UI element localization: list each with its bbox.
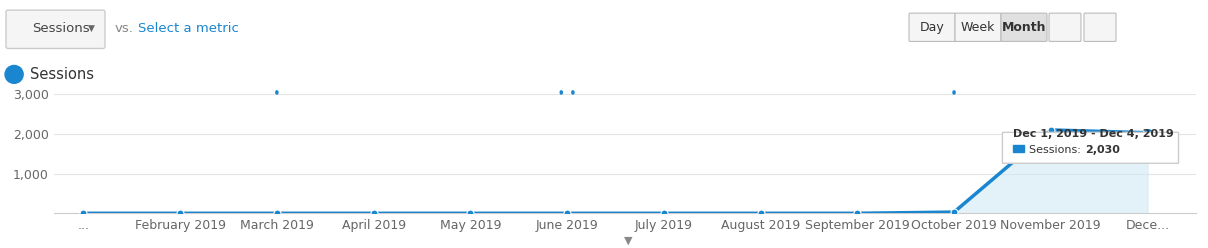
- Text: Day: Day: [919, 21, 945, 34]
- FancyBboxPatch shape: [956, 13, 1001, 41]
- Circle shape: [5, 65, 23, 83]
- Text: Sessions: Sessions: [30, 67, 94, 82]
- FancyBboxPatch shape: [1084, 13, 1116, 41]
- Text: ▼: ▼: [88, 24, 95, 33]
- Text: Dec 1, 2019 - Dec 4, 2019: Dec 1, 2019 - Dec 4, 2019: [1014, 129, 1174, 139]
- Text: Sessions: Sessions: [31, 22, 89, 35]
- Text: Week: Week: [960, 21, 995, 34]
- FancyBboxPatch shape: [1003, 132, 1179, 163]
- FancyBboxPatch shape: [6, 10, 105, 49]
- Text: 2,030: 2,030: [1085, 145, 1120, 155]
- Text: Select a metric: Select a metric: [138, 22, 239, 35]
- Bar: [1014, 145, 1023, 152]
- Text: Sessions:: Sessions:: [1028, 145, 1084, 155]
- FancyBboxPatch shape: [1049, 13, 1081, 41]
- Text: vs.: vs.: [115, 22, 134, 35]
- Text: Month: Month: [1001, 21, 1046, 34]
- Text: ▼: ▼: [623, 236, 633, 246]
- FancyBboxPatch shape: [908, 13, 956, 41]
- FancyBboxPatch shape: [1001, 13, 1047, 41]
